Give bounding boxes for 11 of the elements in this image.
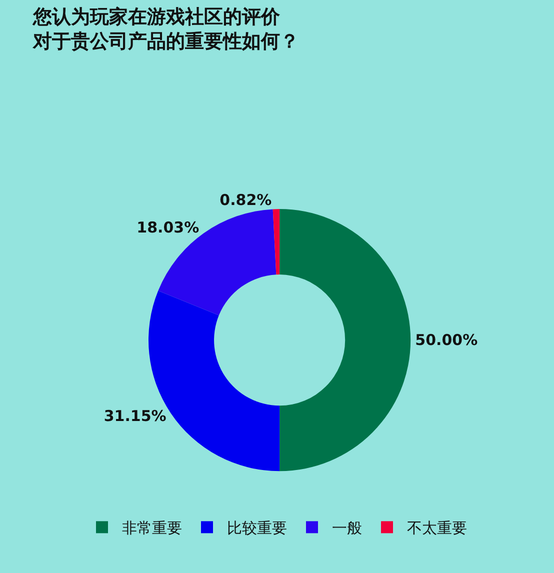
donut-slice — [280, 209, 410, 472]
legend-label: 一般 — [332, 519, 362, 538]
data-label: 0.82% — [220, 191, 272, 210]
chart-title: 您认为玩家在游戏社区的评价对于贵公司产品的重要性如何？ — [32, 6, 300, 53]
legend-label: 不太重要 — [407, 519, 467, 538]
legend-label: 非常重要 — [122, 519, 182, 538]
legend-label: 比较重要 — [227, 519, 287, 538]
donut-slice — [272, 209, 280, 275]
data-label: 18.03% — [136, 218, 200, 236]
data-label: 50.00% — [415, 331, 478, 350]
data-label: 31.15% — [104, 407, 166, 426]
